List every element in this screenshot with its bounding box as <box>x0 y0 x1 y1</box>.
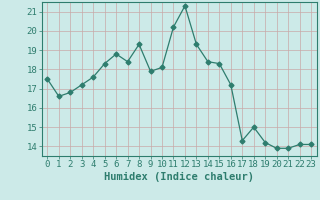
X-axis label: Humidex (Indice chaleur): Humidex (Indice chaleur) <box>104 172 254 182</box>
